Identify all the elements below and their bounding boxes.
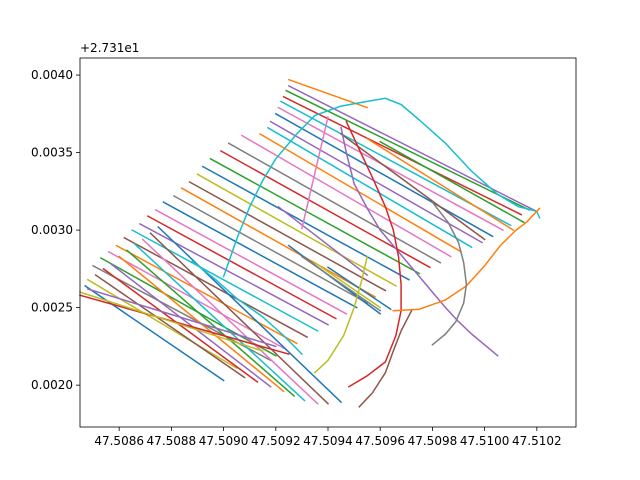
- series-line-18: [180, 187, 377, 298]
- y-tick-label: 0.0020: [31, 378, 73, 392]
- series-line-24: [131, 229, 319, 332]
- series-line-55: [345, 120, 402, 388]
- series-line-42: [79, 291, 264, 352]
- x-tick-label: 47.5100: [460, 434, 510, 448]
- series-line-9: [266, 126, 473, 249]
- x-axis: 47.5086 47.5088 47.5090 47.5092 47.5094 47.50…: [94, 427, 562, 448]
- x-tick-label: 47.5096: [355, 434, 405, 448]
- series-line-12: [227, 142, 442, 264]
- series-line-47: [379, 140, 525, 224]
- series-line-6: [277, 106, 504, 232]
- series-line-51: [313, 261, 382, 309]
- series-line-46: [366, 137, 515, 232]
- series-line-15: [201, 165, 410, 281]
- series-line-11: [240, 134, 452, 258]
- series-line-41: [79, 294, 290, 356]
- series-line-2: [287, 84, 538, 213]
- series-line-53: [222, 97, 541, 278]
- series-line-20: [162, 201, 358, 309]
- series-line-36: [125, 249, 296, 398]
- series-line-59: [191, 260, 303, 356]
- x-tick-label: 47.5086: [94, 434, 144, 448]
- series-line-1: [287, 78, 369, 109]
- series-line-10: [259, 132, 463, 253]
- series-line-56: [392, 207, 541, 312]
- series-line-38: [141, 238, 319, 405]
- series-line-50: [300, 255, 382, 312]
- series-line-30: [86, 278, 238, 370]
- y-tick-label: 0.0025: [31, 301, 73, 315]
- x-tick-label: 47.5090: [199, 434, 249, 448]
- series-line-8: [269, 120, 484, 244]
- x-tick-label: 47.5092: [251, 434, 301, 448]
- series-line-57: [431, 201, 468, 346]
- series-line-48: [300, 115, 329, 230]
- series-line-16: [196, 173, 397, 287]
- series-line-33: [102, 267, 259, 384]
- x-tick-label: 47.5102: [512, 434, 562, 448]
- series-line-58: [358, 309, 413, 408]
- series-line-7: [274, 112, 494, 238]
- y-offset-label: +2.731e1: [80, 41, 139, 55]
- series-line-28: [99, 256, 277, 357]
- series-line-32: [94, 274, 246, 379]
- series-line-25: [123, 236, 309, 339]
- series-line-26: [115, 244, 298, 345]
- series-line-54: [340, 126, 499, 357]
- series-line-34: [110, 263, 272, 388]
- series-line-14: [209, 157, 421, 275]
- series-line-44: [277, 205, 369, 277]
- y-tick-label: 0.0035: [31, 146, 73, 160]
- series-line-37: [133, 243, 306, 402]
- series-line-60: [313, 255, 369, 374]
- series-line-40: [157, 225, 343, 404]
- series-line-19: [172, 194, 369, 305]
- series-line-43: [86, 288, 277, 348]
- series-line-22: [146, 215, 337, 320]
- x-tick-label: 47.5094: [303, 434, 353, 448]
- series-line-21: [154, 208, 348, 315]
- x-tick-label: 47.5088: [147, 434, 197, 448]
- series-line-4: [282, 95, 523, 216]
- y-axis: 0.0020 0.0025 0.0030 0.0035 0.0040: [31, 68, 80, 392]
- series-layer: [79, 78, 541, 408]
- series-line-45: [340, 132, 486, 241]
- series-line-17: [188, 180, 387, 292]
- series-line-39: [149, 232, 330, 405]
- series-line-23: [138, 222, 330, 326]
- series-line-27: [107, 250, 288, 351]
- y-tick-label: 0.0040: [31, 68, 73, 82]
- y-tick-label: 0.0030: [31, 223, 73, 237]
- x-tick-label: 47.5098: [408, 434, 458, 448]
